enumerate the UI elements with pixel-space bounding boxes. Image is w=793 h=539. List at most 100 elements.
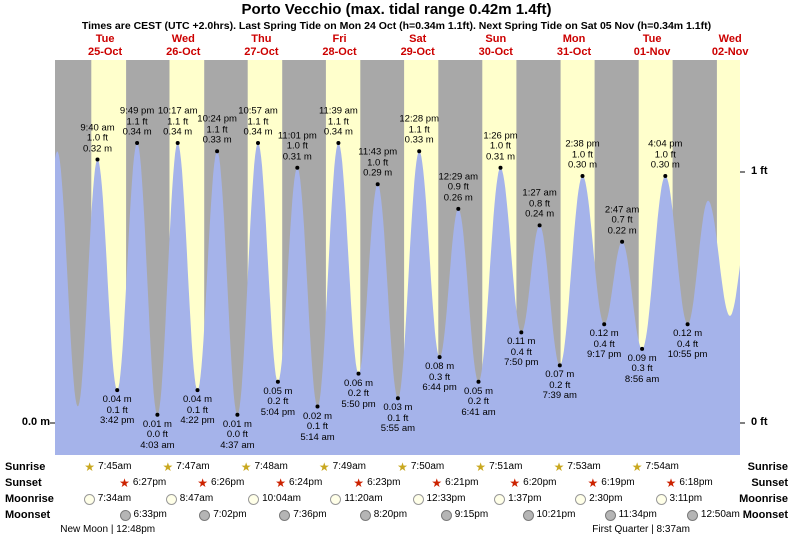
moonset-time: 11:34pm [604, 508, 657, 522]
tide-label-low: 0.01 m 0.0 ft 4:37 am [220, 418, 255, 451]
moonrise-icon [248, 493, 260, 505]
row-label-moonrise-right: Moonrise [739, 493, 788, 505]
moonrise-icon [575, 493, 587, 505]
sunset-time: ★ 6:21pm [431, 476, 479, 490]
tide-extreme-point [417, 149, 422, 154]
row-label-sunset-right: Sunset [751, 477, 788, 489]
tide-extreme-point [155, 412, 160, 417]
tide-extreme-point [580, 174, 585, 178]
row-label-sunrise-right: Sunrise [747, 461, 788, 473]
moonrise-icon [83, 493, 95, 505]
sunset-time: ★ 6:27pm [119, 476, 167, 490]
moonrise-time: 3:11pm [655, 492, 702, 506]
sunrise-time: ★ 7:50am [397, 460, 445, 474]
tide-label-high: 1:26 pm 1.0 ft 0.31 m [483, 130, 518, 163]
tide-label-high: 10:57 am 1.1 ft 0.34 m [238, 105, 278, 138]
tick-0m [50, 422, 55, 424]
row-label-sunset-left: Sunset [5, 477, 42, 489]
sunrise-time: ★ 7:49am [318, 460, 367, 474]
sunrise-time: ★ 7:47am [162, 460, 210, 474]
sunrise-icon: ★ [397, 460, 408, 474]
moonset-icon [522, 509, 534, 521]
sunrise-time: ★ 7:48am [240, 460, 288, 474]
tide-extreme-point [195, 388, 200, 393]
row-label-moonset-left: Moonset [5, 509, 51, 521]
tide-label-high: 2:47 am 0.7 ft 0.22 m [604, 204, 640, 237]
moonset-icon [279, 509, 291, 521]
moonset-icon [199, 509, 211, 521]
tide-extreme-point [519, 330, 524, 335]
moonrise-time: 12:33pm [412, 492, 465, 506]
day-label-31-Oct: Mon 31-Oct [556, 33, 592, 58]
tide-extreme-point [476, 379, 481, 384]
tide-extreme-point [315, 404, 320, 409]
day-label-02-Nov: Wed 02-Nov [711, 33, 749, 58]
tide-area [55, 143, 740, 455]
moon-phase-label: First Quarter | 8:37am [592, 524, 690, 535]
moonset-icon [686, 509, 698, 521]
tide-label-low: 0.08 m 0.3 ft 6:44 pm [422, 361, 457, 394]
tide-extreme-point [602, 322, 607, 327]
page-title: Porto Vecchio (max. tidal range 0.42m 1.… [241, 1, 552, 18]
tide-label-low: 0.04 m 0.1 ft 4:22 pm [180, 394, 215, 427]
moonset-time: 7:36pm [279, 508, 327, 522]
moonset-time: 6:33pm [119, 508, 167, 522]
tide-label-high: 10:24 pm 1.1 ft 0.33 m [197, 113, 237, 146]
day-label-25-Oct: Tue 25-Oct [87, 33, 123, 58]
sunset-icon: ★ [665, 476, 677, 490]
tide-label-low: 0.01 m 0.0 ft 4:03 am [140, 418, 175, 451]
row-label-moonset-right: Moonset [742, 509, 788, 521]
day-label-01-Nov: Tue 01-Nov [633, 33, 671, 58]
tide-label-high: 2:38 pm 1.0 ft 0.30 m [565, 138, 600, 171]
y-axis-label-0ft: 0 ft [751, 416, 768, 428]
day-label-30-Oct: Sun 30-Oct [478, 33, 513, 58]
sunrise-time: ★ 7:51am [475, 460, 523, 474]
sunrise-icon: ★ [475, 460, 487, 474]
moon-phase-label: New Moon | 12:48pm [60, 524, 156, 535]
sunrise-time: ★ 7:53am [553, 460, 601, 474]
row-label-moonrise-left: Moonrise [5, 493, 54, 505]
sunset-icon: ★ [353, 476, 365, 490]
tide-label-low: 0.11 m 0.4 ft 7:50 pm [504, 336, 539, 369]
tide-extreme-point [295, 165, 300, 170]
sunset-time: ★ 6:26pm [197, 476, 245, 490]
sunrise-icon: ★ [84, 460, 96, 474]
tide-extreme-point [620, 239, 625, 244]
tide-label-low: 0.03 m 0.1 ft 5:55 am [380, 402, 416, 435]
tide-extreme-point [115, 388, 120, 393]
spring-tide-subtitle: Times are CEST (UTC +2.0hrs). Last Sprin… [81, 20, 712, 32]
day-label-28-Oct: Fri 28-Oct [322, 33, 357, 58]
sunset-time: ★ 6:24pm [275, 476, 323, 490]
sunset-icon: ★ [587, 476, 599, 490]
tide-extreme-point [275, 379, 280, 384]
sunset-time: ★ 6:20pm [509, 476, 557, 490]
tide-label-high: 9:40 am 1.0 ft 0.32 m [80, 122, 115, 154]
tide-extreme-point [356, 371, 361, 376]
tide-label-high: 12:28 pm 1.1 ft 0.33 m [399, 113, 439, 146]
moonrise-time: 11:20am [330, 492, 383, 506]
moonset-icon [359, 509, 371, 521]
sunset-icon: ★ [197, 476, 208, 490]
tide-label-high: 12:29 am 0.9 ft 0.26 m [438, 171, 479, 204]
tide-label-high: 11:43 pm 1.0 ft 0.29 m [358, 146, 398, 179]
day-label-27-Oct: Thu 27-Oct [244, 33, 279, 58]
tide-label-low: 0.05 m 0.2 ft 5:04 pm [260, 385, 296, 418]
moonset-time: 8:20pm [359, 508, 407, 522]
moonrise-time: 7:34am [83, 492, 131, 506]
tide-label-low: 0.06 m 0.2 ft 5:50 pm [341, 377, 376, 410]
sunrise-time: ★ 7:45am [84, 460, 132, 474]
tide-extreme-point [215, 149, 220, 154]
tide-extreme-point [395, 396, 400, 401]
sunrise-icon: ★ [318, 460, 330, 474]
tide-label-low: 0.12 m 0.4 ft 10:55 pm [667, 328, 708, 361]
tide-label-high: 1:27 am 0.8 ft 0.24 m [522, 187, 557, 220]
sunset-icon: ★ [119, 476, 130, 490]
moonrise-time: 1:37pm [494, 492, 541, 506]
sunset-icon: ★ [431, 476, 443, 490]
tide-extreme-point [663, 174, 668, 178]
tide-label-high: 11:39 am 1.1 ft 0.34 m [318, 105, 358, 138]
tide-label-low: 0.09 m 0.3 ft 8:56 am [624, 352, 660, 385]
y-axis-label-1ft: 1 ft [751, 165, 768, 177]
moonrise-icon [412, 493, 424, 505]
